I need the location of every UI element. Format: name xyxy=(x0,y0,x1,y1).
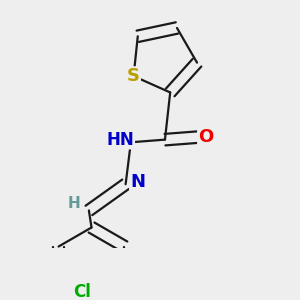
Text: N: N xyxy=(130,172,145,190)
Text: H: H xyxy=(68,196,81,211)
Text: S: S xyxy=(127,67,140,85)
Text: HN: HN xyxy=(106,130,134,148)
Text: Cl: Cl xyxy=(74,284,92,300)
Text: O: O xyxy=(198,128,213,146)
